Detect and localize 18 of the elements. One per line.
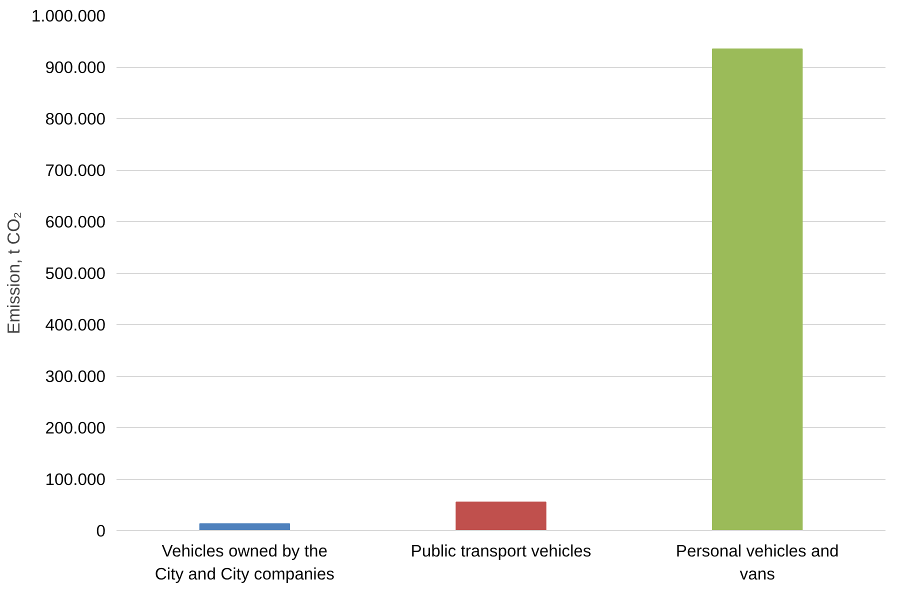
y-tick-label: 300.000 <box>45 367 106 386</box>
y-tick-label: 900.000 <box>45 58 106 77</box>
y-tick-label: 600.000 <box>45 212 106 232</box>
y-tick-label: 0 <box>96 522 106 540</box>
y-tick-label: 1.000.000 <box>31 6 106 26</box>
y-tick-label: 800.000 <box>45 110 106 128</box>
y-tick-label: 200.000 <box>45 418 106 438</box>
y-tick-label: 500.000 <box>45 264 106 283</box>
bar <box>456 502 546 530</box>
x-tick-label: Public transport vehicles <box>410 542 592 560</box>
y-tick-label: 100.000 <box>45 470 106 489</box>
bar <box>199 523 290 530</box>
x-tick-label: Vehicles owned by the City and City companies <box>154 542 334 584</box>
y-tick-label: 400.000 <box>45 316 106 334</box>
y-axis-title: Emission, t CO₂ <box>3 212 24 334</box>
y-tick-label: 700.000 <box>45 161 106 180</box>
x-tick-label: Personal vehicles and vans <box>676 542 839 584</box>
bar <box>712 48 803 530</box>
